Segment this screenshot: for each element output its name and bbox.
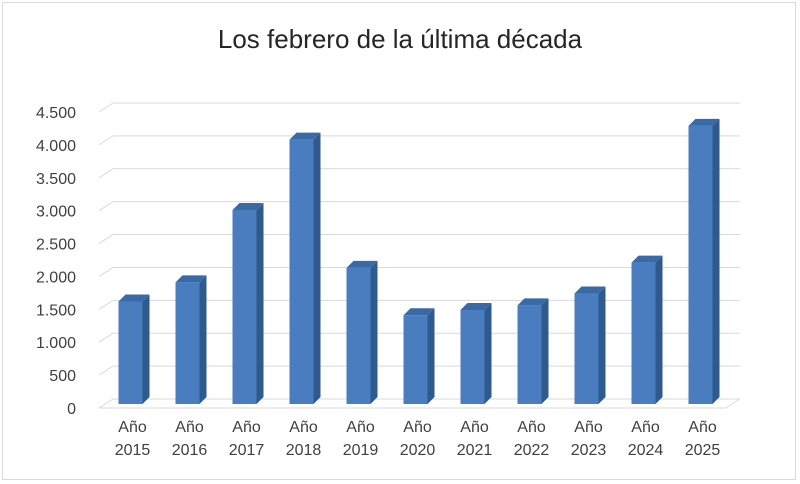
y-tick-label: 0 [67, 401, 76, 418]
bar-top [517, 298, 549, 306]
x-tick-label: Año [460, 419, 489, 436]
y-tick-label: 2.000 [36, 269, 76, 286]
bar-top [289, 132, 321, 140]
bar-top [631, 255, 663, 263]
x-tick-label: 2017 [229, 442, 265, 459]
x-tick-label: 2023 [571, 442, 607, 459]
bar-front [346, 267, 371, 404]
bar-front [631, 262, 656, 404]
y-tick-label: 1.000 [36, 335, 76, 352]
bar-front [460, 309, 485, 404]
bar-front [289, 139, 314, 405]
x-tick-label: 2025 [685, 442, 721, 459]
x-tick-label: Año [175, 419, 204, 436]
x-tick-label: Año [346, 419, 375, 436]
bar [232, 203, 264, 404]
y-tick-label: 4.000 [36, 138, 76, 155]
bar [517, 298, 549, 404]
gridline-depth [98, 267, 114, 277]
bar-side [484, 302, 492, 404]
gridline-depth [98, 102, 114, 113]
bar-front [688, 125, 713, 405]
bar [118, 294, 150, 404]
y-tick-label: 3.500 [36, 171, 76, 188]
bar-top [574, 286, 606, 294]
x-tick-label: Año [118, 419, 147, 436]
bar-side [712, 118, 720, 405]
y-tick-label: 1.500 [36, 302, 76, 319]
x-tick-label: 2021 [457, 442, 493, 459]
x-tick-label: 2019 [343, 442, 379, 459]
bar-top [460, 302, 492, 310]
bar [346, 260, 378, 404]
bar [289, 132, 321, 405]
bar-front [517, 305, 542, 404]
bar-front [232, 210, 257, 404]
bar-top [688, 118, 720, 126]
gridline-depth [98, 168, 114, 179]
gridline-depth [98, 365, 114, 376]
y-tick-label: 4.500 [36, 105, 76, 122]
gridline-depth [98, 398, 114, 409]
bar-front [403, 315, 428, 404]
bar-side [256, 203, 264, 404]
bar-side [541, 298, 549, 404]
bar-top [403, 308, 435, 316]
x-tick-label: 2020 [400, 442, 436, 459]
chart-title: Los febrero de la última década [217, 24, 583, 54]
y-tick-label: 3.000 [36, 204, 76, 221]
x-tick-label: Año [403, 419, 432, 436]
x-tick-label: 2016 [172, 442, 208, 459]
x-tick-label: Año [232, 419, 261, 436]
bar-front [175, 282, 200, 404]
y-tick-label: 500 [49, 368, 76, 385]
x-tick-label: 2022 [514, 442, 550, 459]
bar-side [598, 286, 606, 404]
bar-top [232, 203, 264, 211]
bar-top [175, 275, 207, 283]
bar [688, 118, 720, 405]
gridline-depth [98, 299, 114, 310]
gridline-depth [98, 234, 114, 244]
x-tick-label: Año [631, 419, 660, 436]
bar [574, 286, 606, 404]
bar [631, 255, 663, 404]
x-tick-label: 2015 [115, 442, 151, 459]
x-tick-label: 2024 [628, 442, 664, 459]
bar-top [118, 294, 150, 302]
bar-side [655, 255, 663, 404]
x-tick-label: Año [517, 419, 546, 436]
x-tick-label: Año [574, 419, 603, 436]
gridline-depth [98, 332, 114, 343]
gridline-depth [98, 135, 114, 146]
bar [460, 302, 492, 404]
x-tick-label: Año [688, 419, 717, 436]
bar-side [313, 132, 321, 405]
x-tick-label: 2018 [286, 442, 322, 459]
bar-side [427, 308, 435, 404]
x-tick-label: Año [289, 419, 318, 436]
bar [175, 275, 207, 404]
bar-side [142, 294, 150, 404]
bar-front [574, 293, 599, 404]
bar-side [370, 260, 378, 404]
floor-edge [725, 398, 741, 409]
bar-front [118, 301, 143, 404]
gridline-depth [98, 201, 114, 212]
y-tick-label: 2.500 [36, 237, 76, 254]
bar-side [199, 275, 207, 404]
bar-top [346, 260, 378, 268]
bar [403, 308, 435, 404]
